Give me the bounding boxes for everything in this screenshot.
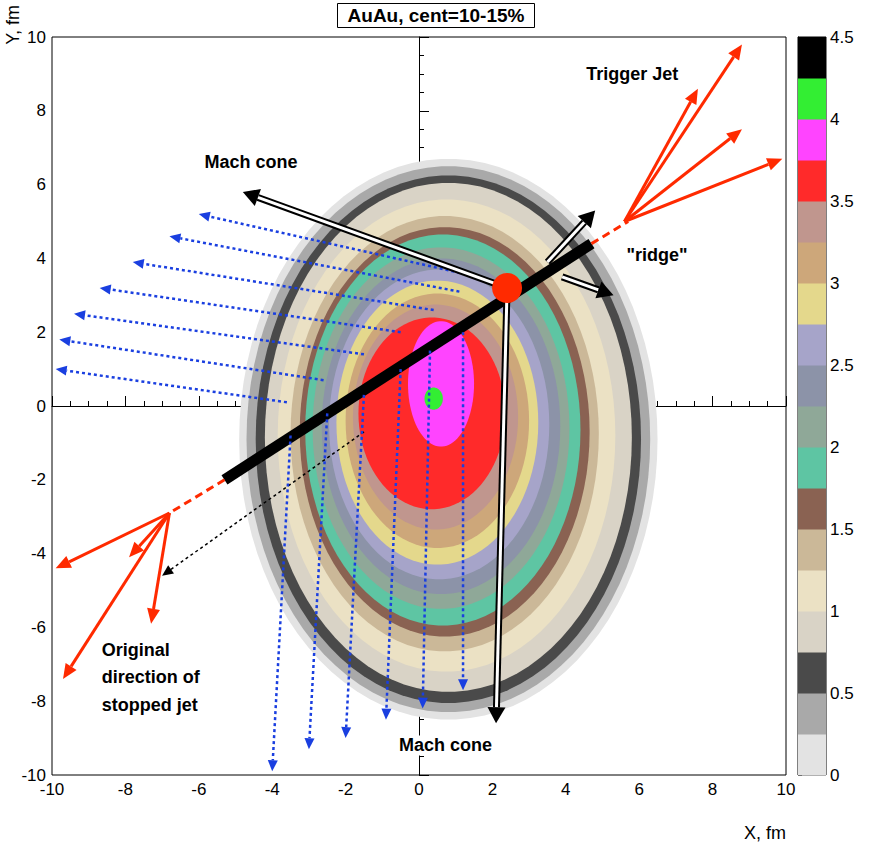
- svg-text:"ridge": "ridge": [627, 245, 688, 265]
- svg-text:-2: -2: [31, 470, 46, 489]
- svg-text:Original: Original: [102, 640, 170, 660]
- svg-text:AuAu, cent=10-15%: AuAu, cent=10-15%: [348, 5, 525, 26]
- svg-text:stopped jet: stopped jet: [102, 695, 198, 715]
- svg-text:-8: -8: [118, 780, 133, 799]
- svg-text:4: 4: [37, 249, 46, 268]
- svg-text:-10: -10: [21, 765, 46, 785]
- svg-text:2: 2: [37, 323, 46, 342]
- svg-text:0: 0: [830, 766, 839, 785]
- svg-text:0: 0: [414, 780, 423, 799]
- svg-text:10: 10: [27, 28, 46, 47]
- svg-text:Mach cone: Mach cone: [204, 152, 297, 172]
- svg-text:-10: -10: [40, 780, 65, 799]
- svg-text:6: 6: [37, 175, 46, 194]
- svg-text:-6: -6: [191, 780, 206, 799]
- svg-text:0: 0: [37, 397, 46, 416]
- svg-text:3.5: 3.5: [830, 192, 854, 211]
- svg-text:direction of: direction of: [102, 667, 201, 687]
- svg-text:2.5: 2.5: [830, 356, 854, 375]
- svg-text:-4: -4: [31, 544, 46, 563]
- svg-text:1: 1: [830, 602, 839, 621]
- svg-text:0.5: 0.5: [830, 684, 854, 703]
- svg-text:Trigger Jet: Trigger Jet: [586, 64, 678, 84]
- svg-text:4: 4: [561, 780, 570, 799]
- svg-text:-8: -8: [31, 692, 46, 711]
- svg-text:4: 4: [830, 110, 839, 129]
- svg-text:3: 3: [830, 274, 839, 293]
- svg-text:8: 8: [37, 101, 46, 120]
- svg-text:10: 10: [777, 780, 796, 799]
- svg-text:X, fm: X, fm: [744, 823, 786, 843]
- svg-text:2: 2: [830, 438, 839, 457]
- svg-text:1.5: 1.5: [830, 520, 854, 539]
- svg-text:-6: -6: [31, 618, 46, 637]
- svg-text:-2: -2: [338, 780, 353, 799]
- svg-text:-4: -4: [265, 780, 280, 799]
- svg-text:2: 2: [488, 780, 497, 799]
- svg-text:4.5: 4.5: [830, 28, 854, 47]
- svg-text:Mach cone: Mach cone: [399, 735, 492, 755]
- svg-text:Y, fm: Y, fm: [3, 5, 23, 45]
- svg-text:8: 8: [708, 780, 717, 799]
- svg-text:6: 6: [634, 780, 643, 799]
